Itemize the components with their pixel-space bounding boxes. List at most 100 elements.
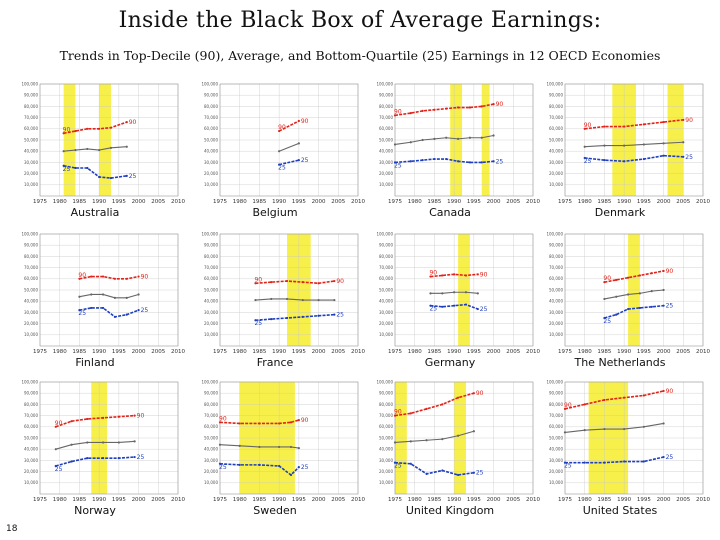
data-point (254, 319, 257, 322)
x-tick-label: 1995 (467, 199, 481, 205)
y-tick-label: 20,000 (379, 321, 393, 326)
chart-svg: 100,000 90,000 80,000 70,000 60,000 50,000 40,… (201, 231, 365, 355)
data-point (638, 306, 642, 310)
y-tick-label: 10,000 (204, 480, 218, 485)
country-label: France (256, 356, 294, 369)
y-tick-label: 100,000 (201, 81, 218, 86)
chart-svg: 100,000 90,000 80,000 70,000 60,000 50,000 40,… (546, 231, 710, 355)
y-tick-label: 80,000 (204, 254, 218, 259)
y-tick-label: 50,000 (24, 137, 38, 142)
y-tick-label: 90,000 (24, 93, 38, 98)
country-label: Denmark (594, 206, 646, 219)
y-tick-label: 100,000 (376, 231, 393, 236)
y-tick-label: 80,000 (549, 104, 563, 109)
series-label: 25 (429, 306, 437, 313)
x-tick-label: 1975 (33, 497, 47, 503)
data-point (113, 277, 117, 280)
x-tick-label: 1995 (637, 497, 651, 503)
series-label: 90 (219, 415, 227, 422)
x-tick-label: 1985 (72, 349, 86, 355)
data-point (662, 455, 665, 459)
data-point (101, 275, 105, 278)
y-tick-label: 60,000 (24, 424, 38, 429)
data-point (682, 141, 685, 144)
data-point (278, 129, 281, 133)
data-point (133, 414, 136, 417)
y-tick-label: 60,000 (204, 424, 218, 429)
series-line (584, 141, 684, 148)
y-tick-label: 20,000 (24, 469, 38, 474)
data-point (125, 174, 128, 177)
data-point (254, 282, 257, 285)
data-point (433, 157, 436, 161)
y-tick-label: 50,000 (204, 287, 218, 292)
chart-svg: 100,000 90,000 80,000 70,000 60,000 50,000 40,… (201, 81, 365, 205)
data-point (476, 292, 479, 295)
y-tick-label: 30,000 (204, 458, 218, 463)
data-point (297, 466, 300, 469)
data-point (333, 298, 336, 302)
data-point (453, 273, 456, 276)
x-tick-label: 2005 (331, 199, 345, 205)
data-point (492, 103, 495, 106)
data-point (70, 460, 73, 463)
x-tick-label: 1990 (447, 497, 461, 503)
data-point (117, 415, 120, 418)
country-label: Norway (74, 504, 116, 517)
x-tick-label: 2000 (132, 497, 146, 503)
data-point (626, 293, 630, 296)
data-point (480, 136, 483, 139)
y-tick-label: 60,000 (549, 126, 563, 131)
data-point (453, 304, 456, 307)
series-label: 25 (564, 463, 572, 470)
data-point (109, 176, 113, 180)
series-line (394, 430, 475, 444)
data-point (662, 154, 665, 157)
data-point (218, 421, 222, 424)
x-tick-label: 1975 (213, 349, 227, 355)
data-point (441, 292, 444, 295)
data-point (393, 414, 397, 417)
data-point (429, 304, 432, 307)
y-tick-label: 20,000 (204, 469, 218, 474)
data-point (270, 297, 273, 301)
y-tick-label: 100,000 (201, 231, 218, 236)
data-point (563, 431, 567, 434)
y-tick-label: 90,000 (379, 391, 393, 396)
x-tick-label: 1985 (252, 199, 266, 205)
series-line (255, 298, 335, 301)
series-line (55, 456, 135, 467)
y-tick-label: 10,000 (379, 332, 393, 337)
data-point (563, 461, 567, 464)
data-point (642, 394, 645, 397)
data-point (125, 120, 128, 124)
chart-svg: 100,000 90,000 80,000 70,000 60,000 50,000 40,… (546, 81, 710, 205)
chart-panel-denmark: 100,000 90,000 80,000 70,000 60,000 50,000 40,… (535, 80, 710, 220)
x-tick-label: 1980 (53, 349, 67, 355)
data-point (603, 316, 606, 320)
x-tick-label: 2010 (526, 199, 540, 205)
y-tick-label: 90,000 (379, 243, 393, 248)
series-line (394, 103, 494, 117)
y-tick-label: 70,000 (24, 413, 38, 418)
series-label: 90 (666, 388, 674, 395)
y-tick-label: 50,000 (549, 435, 563, 440)
data-point (492, 160, 495, 163)
y-tick-label: 30,000 (24, 160, 38, 165)
x-tick-label: 1995 (467, 349, 481, 355)
plot-frame (39, 83, 179, 197)
y-tick-label: 40,000 (549, 447, 563, 452)
series-label: 90 (301, 417, 309, 424)
x-tick-label: 1985 (252, 497, 266, 503)
x-tick-label: 1980 (578, 349, 592, 355)
data-point (54, 448, 57, 451)
country-label: Canada (429, 206, 471, 219)
x-tick-label: 1990 (92, 497, 106, 503)
data-point (456, 434, 460, 437)
x-tick-label: 2010 (171, 497, 185, 503)
data-point (464, 291, 468, 294)
data-point (642, 425, 645, 428)
plot-frame (219, 233, 359, 347)
data-point (472, 430, 475, 433)
y-tick-label: 70,000 (549, 413, 563, 418)
